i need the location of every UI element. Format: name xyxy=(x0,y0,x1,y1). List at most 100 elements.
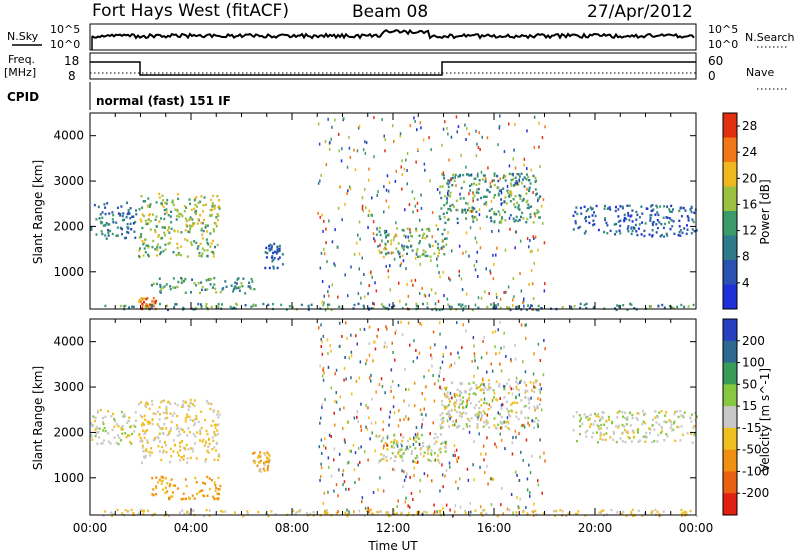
echo-cell xyxy=(524,370,527,374)
echo-cell xyxy=(206,494,209,497)
echo-cell xyxy=(661,430,663,433)
echo-cell xyxy=(460,186,463,190)
echo-cell xyxy=(385,511,388,514)
echo-cell xyxy=(361,496,364,500)
echo-cell xyxy=(486,421,489,424)
echo-cell xyxy=(174,208,177,211)
echo-cell xyxy=(94,434,97,438)
echo-cell xyxy=(431,479,433,483)
echo-cell xyxy=(379,251,382,255)
echo-cell xyxy=(664,414,667,417)
echo-cell xyxy=(534,235,537,239)
echo-cell xyxy=(493,183,496,187)
echo-cell xyxy=(335,400,338,404)
echo-cell xyxy=(438,321,441,325)
echo-cell xyxy=(320,416,322,420)
echo-cell xyxy=(480,511,483,515)
echo-cell xyxy=(634,223,637,227)
echo-cell xyxy=(626,416,629,419)
echo-cell xyxy=(258,454,260,457)
echo-cell xyxy=(349,156,352,159)
echo-cell xyxy=(206,224,209,227)
echo-cell xyxy=(429,346,432,350)
echo-cell xyxy=(154,230,157,234)
colorbar-swatch xyxy=(723,186,737,212)
echo-cell xyxy=(277,258,280,261)
echo-cell xyxy=(509,182,512,185)
echo-cell xyxy=(324,140,327,143)
echo-cell xyxy=(202,481,205,484)
echo-cell xyxy=(484,177,487,181)
echo-cell xyxy=(403,245,406,248)
echo-cell xyxy=(159,283,162,287)
echo-cell xyxy=(135,213,138,216)
echo-cell xyxy=(416,454,418,458)
echo-cell xyxy=(127,434,130,437)
echo-cell xyxy=(462,400,465,403)
echo-cell xyxy=(331,125,333,129)
echo-cell xyxy=(212,194,215,198)
echo-cell xyxy=(616,416,619,419)
echo-cell xyxy=(184,401,187,404)
echo-cell xyxy=(339,395,342,399)
echo-cell xyxy=(124,508,127,512)
echo-cell xyxy=(518,208,521,211)
echo-cell xyxy=(643,234,646,238)
echo-cell xyxy=(288,305,291,308)
echo-cell xyxy=(386,345,388,349)
echo-cell xyxy=(404,368,406,371)
echo-cell xyxy=(197,245,200,248)
echo-cell xyxy=(321,405,323,409)
echo-cell xyxy=(494,442,496,446)
echo-cell xyxy=(510,194,513,197)
echo-cell xyxy=(681,231,684,234)
echo-cell xyxy=(379,510,382,513)
colorbar-swatch xyxy=(723,471,737,494)
echo-cell xyxy=(447,132,449,136)
echo-cell xyxy=(579,206,582,210)
echo-cell xyxy=(467,202,469,206)
echo-cell xyxy=(202,218,205,222)
velocity-panel-frame xyxy=(89,318,697,516)
echo-cell xyxy=(512,198,515,201)
echo-cell xyxy=(164,248,167,251)
echo-cell xyxy=(481,414,483,417)
echo-cell xyxy=(520,450,522,454)
echo-cell xyxy=(665,411,668,414)
echo-cell xyxy=(677,415,680,419)
echo-cell xyxy=(253,461,256,465)
echo-cell xyxy=(531,282,534,286)
echo-cell xyxy=(263,461,265,465)
echo-cell xyxy=(428,444,431,448)
echo-cell xyxy=(430,453,433,457)
echo-cell xyxy=(432,512,435,515)
echo-cell xyxy=(400,320,402,324)
echo-cell xyxy=(262,467,265,470)
echo-cell xyxy=(459,197,462,200)
echo-cell xyxy=(481,178,484,181)
echo-cell xyxy=(184,291,187,294)
echo-cell xyxy=(320,338,322,341)
echo-cell xyxy=(677,425,680,429)
echo-cell xyxy=(500,191,503,195)
echo-cell xyxy=(503,331,505,335)
echo-cell xyxy=(401,246,404,249)
echo-cell xyxy=(170,455,173,458)
echo-cell xyxy=(485,420,488,423)
echo-cell xyxy=(402,229,405,232)
echo-cell xyxy=(689,208,692,211)
nsky-trace xyxy=(91,28,695,40)
echo-cell xyxy=(514,183,517,186)
echo-cell xyxy=(422,441,425,445)
echo-cell xyxy=(455,426,458,429)
echo-cell xyxy=(370,512,373,515)
echo-cell xyxy=(390,368,393,372)
echo-cell xyxy=(337,206,340,210)
echo-cell xyxy=(139,218,142,221)
echo-cell xyxy=(122,212,125,215)
echo-cell xyxy=(583,413,586,416)
echo-cell xyxy=(657,305,660,308)
echo-cell xyxy=(448,397,450,400)
echo-cell xyxy=(206,249,209,252)
echo-cell xyxy=(517,418,520,421)
